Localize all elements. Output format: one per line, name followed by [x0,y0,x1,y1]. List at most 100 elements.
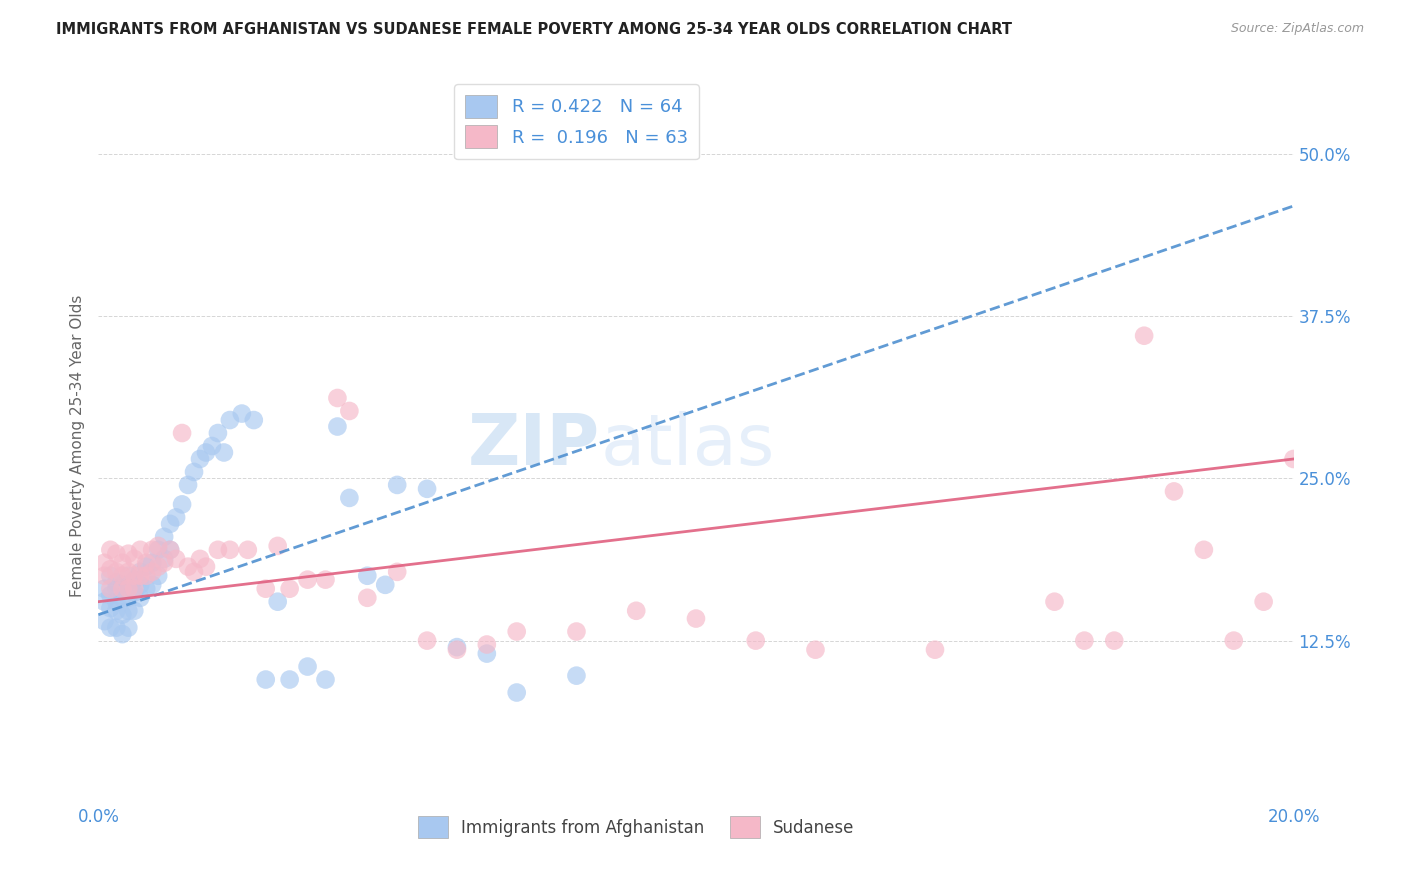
Point [124,604,146,618]
Point [165,510,187,524]
Point [326,391,349,405]
Point [98,562,122,576]
Text: IMMIGRANTS FROM AFGHANISTAN VS SUDANESE FEMALE POVERTY AMONG 25-34 YEAR OLDS COR: IMMIGRANTS FROM AFGHANISTAN VS SUDANESE … [56,22,1012,37]
Point [117,582,139,596]
Point [117,621,139,635]
Point [195,445,218,459]
Point [212,445,235,459]
Point [111,568,134,582]
Point [339,404,361,418]
Point [117,591,139,605]
Point [141,556,163,570]
Point [374,578,396,592]
Y-axis label: Female Poverty Among 25-34 Year Olds: Female Poverty Among 25-34 Year Olds [69,295,84,597]
Point [183,565,205,579]
Point [93,614,115,628]
Point [1223,633,1246,648]
Point [105,604,128,618]
Point [385,478,409,492]
Point [475,638,498,652]
Point [129,568,152,582]
Point [159,542,181,557]
Point [153,552,176,566]
Point [297,573,319,587]
Point [188,552,211,566]
Point [475,647,498,661]
Point [129,591,152,605]
Point [93,556,115,570]
Point [446,642,468,657]
Point [98,601,122,615]
Point [416,482,439,496]
Point [117,568,139,582]
Point [111,607,134,622]
Point [172,425,194,440]
Point [124,582,146,596]
Legend: Immigrants from Afghanistan, Sudanese: Immigrants from Afghanistan, Sudanese [412,810,860,845]
Point [1192,542,1215,557]
Point [165,552,187,566]
Point [254,582,277,596]
Point [177,559,200,574]
Point [98,588,122,602]
Point [1253,595,1275,609]
Point [111,591,134,605]
Point [177,478,200,492]
Point [315,573,337,587]
Point [105,547,128,561]
Point [93,595,115,609]
Point [98,542,122,557]
Point [1282,452,1305,467]
Point [93,568,115,582]
Point [148,539,170,553]
Point [153,530,176,544]
Text: atlas: atlas [600,411,775,481]
Point [135,559,157,574]
Point [1163,484,1185,499]
Point [93,582,115,596]
Point [105,595,128,609]
Point [105,565,128,579]
Point [924,642,946,657]
Point [315,673,337,687]
Point [267,539,290,553]
Point [141,578,163,592]
Point [148,559,170,574]
Point [98,582,122,596]
Point [141,542,163,557]
Point [98,568,122,582]
Point [159,516,181,531]
Point [385,565,409,579]
Point [148,542,170,557]
Point [117,547,139,561]
Point [111,627,134,641]
Point [278,673,301,687]
Point [745,633,768,648]
Point [135,568,157,582]
Point [339,491,361,505]
Point [111,582,134,596]
Point [219,413,242,427]
Point [356,568,378,582]
Point [188,452,211,467]
Text: ZIP: ZIP [468,411,600,481]
Point [446,640,468,654]
Point [804,642,827,657]
Point [98,621,122,635]
Point [254,673,277,687]
Point [267,595,290,609]
Point [195,559,218,574]
Point [565,624,588,639]
Point [105,582,128,596]
Point [124,585,146,599]
Point [565,668,588,682]
Point [685,611,707,625]
Point [278,582,301,596]
Point [183,465,205,479]
Point [243,413,266,427]
Point [117,604,139,618]
Point [236,542,259,557]
Point [159,542,181,557]
Point [626,604,648,618]
Point [326,419,349,434]
